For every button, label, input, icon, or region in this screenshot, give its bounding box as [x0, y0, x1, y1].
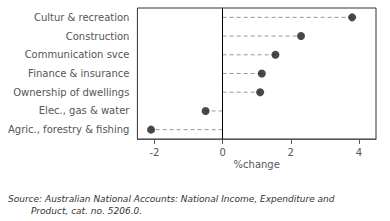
svg-text:2: 2	[288, 147, 294, 158]
svg-text:0: 0	[219, 147, 225, 158]
svg-text:4: 4	[356, 147, 362, 158]
svg-text:%change: %change	[234, 159, 280, 170]
svg-text:Source: Australian National Ac: Source: Australian National Accounts: Na…	[8, 194, 335, 204]
svg-text:Elec., gas & water: Elec., gas & water	[39, 105, 131, 116]
svg-text:Communication svce: Communication svce	[25, 49, 130, 60]
svg-text:Cultur & recreation: Cultur & recreation	[34, 12, 130, 23]
svg-text:Ownership of dwellings: Ownership of dwellings	[13, 87, 129, 98]
svg-text:Finance & insurance: Finance & insurance	[28, 68, 129, 79]
svg-text:Agric., forestry & fishing: Agric., forestry & fishing	[8, 124, 129, 135]
svg-text:Product, cat. no. 5206.0.: Product, cat. no. 5206.0.	[8, 206, 142, 216]
svg-text:Construction: Construction	[66, 31, 130, 42]
svg-text:-2: -2	[149, 147, 159, 158]
